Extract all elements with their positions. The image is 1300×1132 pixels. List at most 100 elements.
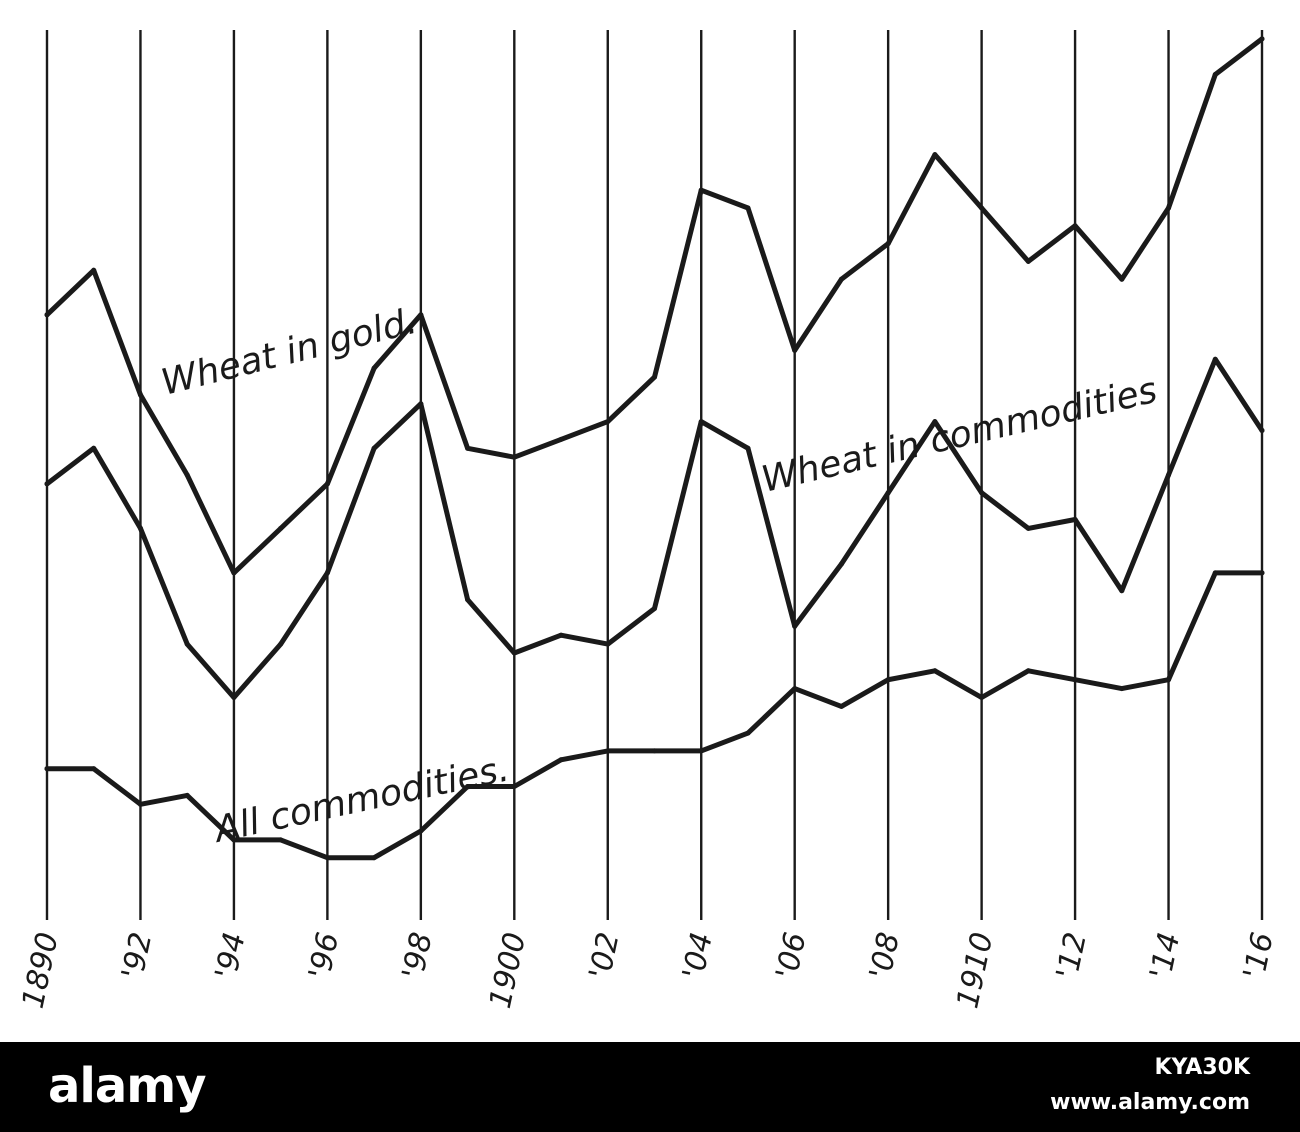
all-commodities-label: All commodities. <box>209 748 512 851</box>
wheat-in-commodities-point-1895 <box>278 641 284 647</box>
wheat-in-commodities-point-1916 <box>1259 428 1265 433</box>
wheat-in-gold-point-1899 <box>465 445 471 451</box>
x-tick-label: '12 <box>1050 929 1094 982</box>
all-commodities-point-1912 <box>1072 677 1078 683</box>
x-tick-label: '08 <box>863 929 907 982</box>
wheat-in-gold-point-1892 <box>137 392 143 398</box>
x-tick-label: '02 <box>583 929 627 982</box>
wheat-in-commodities-label: Wheat in commodities <box>758 370 1161 501</box>
series-labels: Wheat in gold. Wheat in commodities All co… <box>157 301 1161 852</box>
x-tick-label: '94 <box>209 929 253 982</box>
line-chart: Wheat in gold. Wheat in commodities All co… <box>16 30 1281 1011</box>
x-tick-label: '06 <box>770 929 814 982</box>
wheat-in-commodities-point-1909 <box>932 419 938 425</box>
all-commodities-point-1896 <box>324 855 330 861</box>
all-commodities-point-1894 <box>231 837 237 843</box>
wheat-in-commodities-point-1904 <box>698 419 704 425</box>
wheat-in-commodities-point-1906 <box>792 623 798 629</box>
wheat-in-gold-point-1893 <box>184 472 190 478</box>
wheat-in-gold-point-1890 <box>44 312 50 318</box>
x-axis-tick-labels: 1890 '92 '94 '96 '98 1900 '02 '04 '06 '08 1910 '12 '… <box>16 929 1281 1011</box>
all-commodities-point-1908 <box>885 677 891 683</box>
wheat-in-commodities-point-1899 <box>465 597 471 603</box>
wheat-in-gold-point-1912 <box>1072 223 1078 229</box>
x-tick-label: '92 <box>115 929 159 982</box>
vertical-gridlines <box>45 30 1264 920</box>
wheat-in-commodities-point-1911 <box>1025 525 1031 531</box>
wheat-in-gold-point-1915 <box>1212 72 1218 77</box>
wheat-in-gold-point-1896 <box>324 481 330 487</box>
all-commodities-point-1906 <box>792 686 798 692</box>
all-commodities-point-1902 <box>605 748 611 754</box>
x-tick-label: 1910 <box>950 929 1000 1011</box>
all-commodities-point-1901 <box>558 757 564 763</box>
all-commodities-point-1909 <box>932 668 938 674</box>
wheat-in-commodities-point-1890 <box>44 481 50 487</box>
wheat-in-commodities-point-1894 <box>231 695 237 700</box>
wheat-in-commodities-point-1892 <box>137 525 143 531</box>
x-tick-label: '96 <box>302 929 346 982</box>
wheat-in-commodities-point-1891 <box>91 445 97 451</box>
wheat-in-commodities-point-1903 <box>652 606 657 611</box>
all-commodities-point-1900 <box>511 784 517 789</box>
wheat-in-gold-point-1908 <box>885 241 891 247</box>
all-commodities-point-1907 <box>838 703 844 709</box>
all-commodities-point-1905 <box>745 730 751 736</box>
wheat-in-commodities-point-1893 <box>184 641 190 647</box>
wheat-in-commodities-point-1905 <box>745 445 751 451</box>
wheat-in-commodities-point-1913 <box>1119 588 1125 594</box>
wheat-in-gold-point-1891 <box>91 267 97 273</box>
website-url-label: www.alamy.com <box>1050 1090 1250 1115</box>
wheat-in-commodities-point-1901 <box>558 632 564 638</box>
watermark-footer: alamy KYA30K www.alamy.com <box>0 1042 1300 1132</box>
wheat-in-gold-point-1901 <box>558 436 564 442</box>
wheat-in-commodities-point-1908 <box>885 490 891 496</box>
all-commodities-point-1893 <box>184 792 190 798</box>
wheat-in-gold-point-1907 <box>838 276 844 282</box>
wheat-in-gold-point-1900 <box>511 454 517 460</box>
x-tick-label: '14 <box>1143 929 1187 982</box>
wheat-in-gold-point-1910 <box>979 205 985 211</box>
wheat-in-commodities-point-1914 <box>1166 472 1172 478</box>
all-commodities-point-1915 <box>1212 570 1218 576</box>
all-commodities-point-1890 <box>44 766 50 772</box>
wheat-in-gold-point-1905 <box>745 205 751 211</box>
all-commodities-point-1904 <box>698 748 704 754</box>
wheat-in-gold-point-1906 <box>792 347 798 353</box>
all-commodities-point-1898 <box>418 828 424 834</box>
wheat-in-gold-point-1897 <box>371 365 377 371</box>
wheat-in-gold-point-1911 <box>1025 258 1031 264</box>
all-commodities-point-1911 <box>1025 668 1031 674</box>
x-tick-label: '98 <box>396 929 440 982</box>
all-commodities-point-1891 <box>91 766 97 772</box>
wheat-in-commodities-point-1898 <box>418 401 424 407</box>
all-commodities-point-1916 <box>1259 570 1265 576</box>
wheat-in-commodities-point-1902 <box>605 641 611 647</box>
wheat-in-gold-point-1895 <box>278 525 284 531</box>
wheat-in-commodities-point-1910 <box>979 490 985 496</box>
brand-logo: alamy <box>48 1058 207 1114</box>
wheat-in-commodities-point-1897 <box>371 445 377 451</box>
wheat-in-gold-point-1914 <box>1166 205 1172 211</box>
chart-area: Wheat in gold. Wheat in commodities All co… <box>15 30 1281 1012</box>
x-tick-label: '04 <box>676 929 720 982</box>
series-lines <box>44 36 1265 861</box>
wheat-in-commodities-point-1900 <box>511 650 517 656</box>
image-id-label: KYA30K <box>1154 1055 1250 1080</box>
x-tick-label: 1900 <box>483 929 533 1011</box>
wheat-in-commodities-point-1915 <box>1212 356 1218 362</box>
wheat-in-gold-point-1916 <box>1259 36 1265 42</box>
all-commodities-point-1903 <box>652 748 657 754</box>
wheat-in-commodities-point-1912 <box>1072 517 1078 522</box>
all-commodities-point-1892 <box>137 801 143 807</box>
wheat-in-gold-point-1904 <box>698 187 704 193</box>
wheat-in-gold-point-1903 <box>652 374 657 380</box>
wheat-in-gold-point-1902 <box>605 419 611 425</box>
wheat-in-commodities-point-1896 <box>324 570 330 576</box>
all-commodities-point-1913 <box>1119 686 1125 692</box>
all-commodities-point-1899 <box>465 784 471 789</box>
all-commodities-point-1914 <box>1166 677 1172 683</box>
wheat-in-gold-label: Wheat in gold. <box>157 301 421 404</box>
wheat-in-gold-point-1894 <box>231 570 237 576</box>
x-tick-label: '16 <box>1237 929 1281 982</box>
